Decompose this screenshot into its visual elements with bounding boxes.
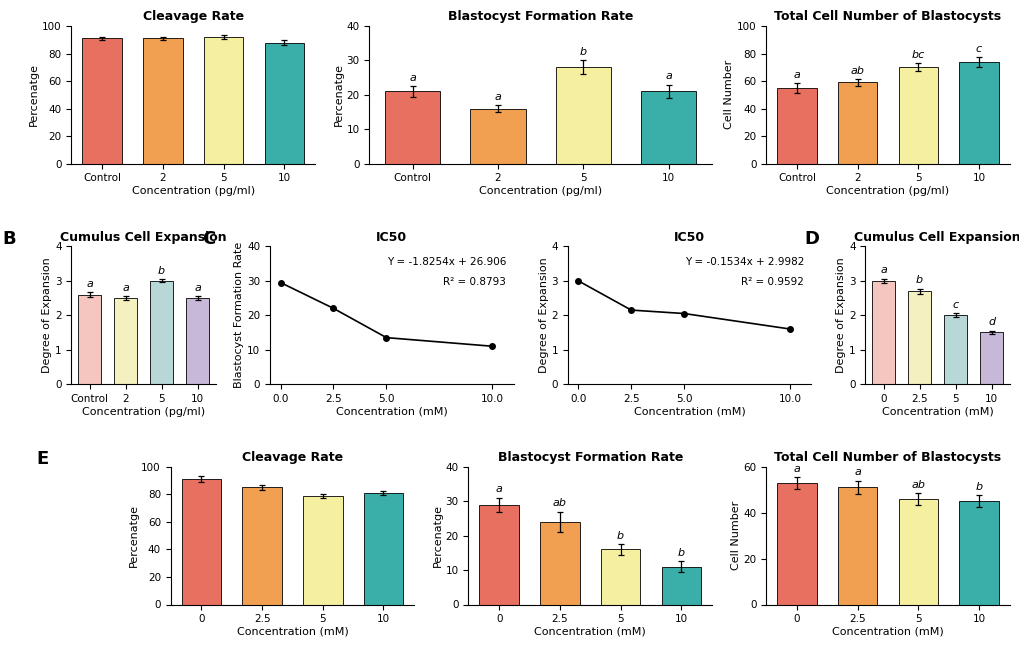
Bar bbox=[898, 68, 937, 164]
Y-axis label: Degree of Expansion: Degree of Expansion bbox=[42, 257, 52, 373]
Bar bbox=[943, 315, 966, 384]
Text: b: b bbox=[677, 548, 684, 558]
Text: Y = -0.1534x + 2.9982: Y = -0.1534x + 2.9982 bbox=[684, 257, 803, 267]
Text: a: a bbox=[194, 283, 201, 292]
Bar bbox=[185, 298, 209, 384]
Bar bbox=[243, 488, 281, 604]
Text: a: a bbox=[495, 484, 502, 494]
Bar bbox=[837, 488, 876, 604]
Bar bbox=[837, 83, 876, 164]
Y-axis label: Blastocyst Formation Rate: Blastocyst Formation Rate bbox=[234, 242, 244, 388]
Bar bbox=[143, 38, 182, 164]
Text: c: c bbox=[975, 44, 981, 53]
Bar bbox=[181, 479, 221, 604]
Bar bbox=[114, 298, 138, 384]
Bar bbox=[979, 332, 1003, 384]
Text: a: a bbox=[793, 463, 800, 474]
Y-axis label: Cell Number: Cell Number bbox=[723, 60, 734, 129]
X-axis label: Concentration (pg/ml): Concentration (pg/ml) bbox=[82, 407, 205, 417]
Bar bbox=[661, 567, 700, 604]
Y-axis label: Degree of Expansion: Degree of Expansion bbox=[538, 257, 548, 373]
X-axis label: Concentration (mM): Concentration (mM) bbox=[335, 407, 447, 417]
Bar bbox=[479, 504, 519, 604]
Bar bbox=[898, 499, 937, 604]
Text: c: c bbox=[952, 300, 958, 310]
Text: a: a bbox=[409, 73, 416, 83]
Bar bbox=[958, 501, 998, 604]
Title: Blastocyst Formation Rate: Blastocyst Formation Rate bbox=[497, 451, 683, 464]
Text: ab: ab bbox=[850, 66, 864, 75]
Text: E: E bbox=[37, 450, 49, 468]
Y-axis label: Percenatge: Percenatge bbox=[333, 63, 343, 126]
Bar bbox=[871, 281, 895, 384]
Bar bbox=[204, 37, 244, 164]
Text: a: a bbox=[87, 279, 93, 289]
Title: Cleavage Rate: Cleavage Rate bbox=[143, 10, 244, 23]
Text: R² = 0.8793: R² = 0.8793 bbox=[443, 277, 505, 287]
Title: Cumulus Cell Expansion: Cumulus Cell Expansion bbox=[60, 231, 226, 244]
Bar bbox=[384, 92, 440, 164]
Title: Blastocyst Formation Rate: Blastocyst Formation Rate bbox=[447, 10, 633, 23]
Title: Total Cell Number of Blastocysts: Total Cell Number of Blastocysts bbox=[773, 451, 1001, 464]
Text: b: b bbox=[974, 482, 981, 492]
Text: a: a bbox=[122, 283, 129, 292]
Text: a: a bbox=[494, 92, 501, 102]
Text: D: D bbox=[804, 230, 819, 248]
Bar bbox=[640, 92, 696, 164]
X-axis label: Concentration (mM): Concentration (mM) bbox=[534, 627, 645, 637]
Y-axis label: Cell Number: Cell Number bbox=[730, 501, 740, 570]
Title: Total Cell Number of Blastocysts: Total Cell Number of Blastocysts bbox=[773, 10, 1001, 23]
Bar bbox=[540, 522, 579, 604]
Bar bbox=[150, 281, 173, 384]
Text: b: b bbox=[579, 47, 586, 57]
Text: ab: ab bbox=[910, 480, 924, 489]
Text: b: b bbox=[616, 531, 624, 541]
Text: b: b bbox=[158, 266, 165, 276]
Bar bbox=[776, 88, 816, 164]
Bar bbox=[907, 291, 930, 384]
Bar bbox=[77, 294, 101, 384]
Text: d: d bbox=[987, 317, 995, 328]
Bar bbox=[555, 68, 610, 164]
X-axis label: Concentration (mM): Concentration (mM) bbox=[880, 407, 993, 417]
Bar bbox=[264, 42, 304, 164]
Bar bbox=[83, 38, 122, 164]
Text: b: b bbox=[915, 276, 922, 285]
Text: R² = 0.9592: R² = 0.9592 bbox=[741, 277, 803, 287]
Bar bbox=[364, 493, 403, 604]
Title: IC50: IC50 bbox=[376, 231, 407, 244]
Text: ab: ab bbox=[552, 498, 567, 508]
Bar bbox=[470, 109, 525, 164]
Title: IC50: IC50 bbox=[674, 231, 704, 244]
Y-axis label: Percenatge: Percenatge bbox=[432, 504, 442, 567]
Text: B: B bbox=[2, 230, 15, 248]
Text: C: C bbox=[202, 230, 215, 248]
X-axis label: Concentration (pg/ml): Concentration (pg/ml) bbox=[131, 187, 255, 196]
Text: a: a bbox=[793, 70, 800, 80]
X-axis label: Concentration (pg/ml): Concentration (pg/ml) bbox=[479, 187, 601, 196]
X-axis label: Concentration (mM): Concentration (mM) bbox=[633, 407, 745, 417]
X-axis label: Concentration (pg/ml): Concentration (pg/ml) bbox=[825, 187, 949, 196]
Bar bbox=[776, 483, 816, 604]
Text: a: a bbox=[853, 467, 860, 477]
Text: Y = -1.8254x + 26.906: Y = -1.8254x + 26.906 bbox=[386, 257, 505, 267]
Bar bbox=[303, 496, 342, 604]
Text: bc: bc bbox=[911, 50, 924, 60]
X-axis label: Concentration (mM): Concentration (mM) bbox=[832, 627, 943, 637]
Title: Cumulus Cell Expansion: Cumulus Cell Expansion bbox=[854, 231, 1019, 244]
Y-axis label: Percenatge: Percenatge bbox=[128, 504, 139, 567]
Text: a: a bbox=[664, 71, 672, 81]
Bar bbox=[600, 549, 640, 604]
Bar bbox=[958, 62, 998, 164]
Text: a: a bbox=[879, 265, 887, 276]
Y-axis label: Percenatge: Percenatge bbox=[30, 63, 40, 126]
Y-axis label: Degree of Expansion: Degree of Expansion bbox=[836, 257, 846, 373]
X-axis label: Concentration (mM): Concentration (mM) bbox=[236, 627, 348, 637]
Title: Cleavage Rate: Cleavage Rate bbox=[242, 451, 342, 464]
